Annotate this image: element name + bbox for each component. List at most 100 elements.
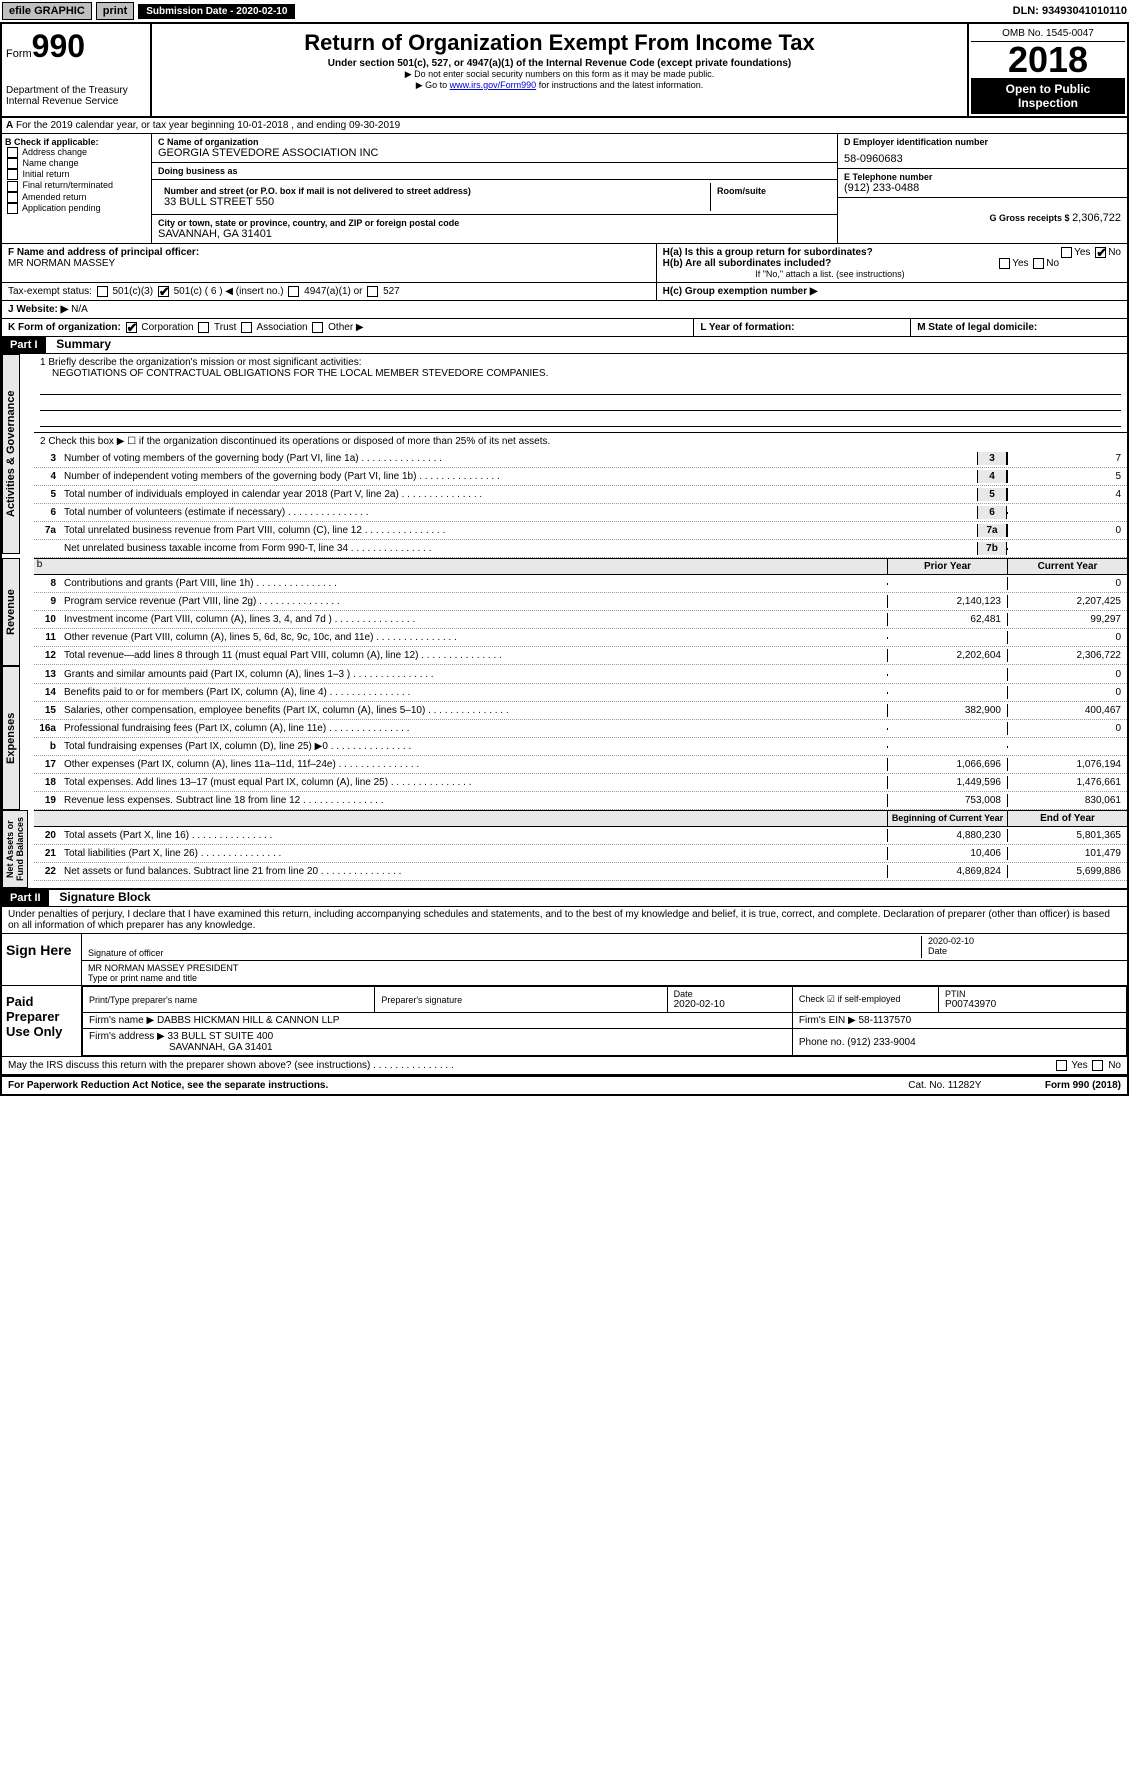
summary-line: 16aProfessional fundraising fees (Part I… [34, 720, 1127, 738]
summary-line: 15Salaries, other compensation, employee… [34, 702, 1127, 720]
irs-label: Internal Revenue Service [6, 96, 146, 107]
beg-year-header: Beginning of Current Year [887, 811, 1007, 826]
vlabel-netassets: Net Assets or Fund Balances [2, 810, 28, 888]
ptin-label: PTIN [945, 989, 1120, 999]
end-year-header: End of Year [1007, 811, 1127, 826]
part2-title: Signature Block [51, 890, 150, 904]
subordinates-label: H(b) Are all subordinates included? Yes … [663, 258, 1121, 269]
sign-here-label: Sign Here [2, 934, 82, 985]
hb-yes-checkbox[interactable] [999, 258, 1010, 269]
summary-line: bTotal fundraising expenses (Part IX, co… [34, 738, 1127, 756]
irs-link[interactable]: www.irs.gov/Form990 [450, 80, 537, 90]
part1-title: Summary [48, 337, 111, 351]
footer-mid: Cat. No. 11282Y [845, 1080, 1045, 1091]
summary-line: 20Total assets (Part X, line 16)4,880,23… [34, 827, 1127, 845]
dept-label: Department of the Treasury [6, 85, 146, 96]
summary-line: 13Grants and similar amounts paid (Part … [34, 666, 1127, 684]
paid-preparer-label: Paid Preparer Use Only [2, 986, 82, 1056]
hb-no-checkbox[interactable] [1033, 258, 1044, 269]
prep-phone-label: Phone no. [799, 1037, 845, 1048]
summary-line: 18Total expenses. Add lines 13–17 (must … [34, 774, 1127, 792]
box-b-checkboxes: B Check if applicable: Address change Na… [2, 134, 152, 243]
prep-sig-label: Preparer's signature [381, 995, 660, 1005]
officer-name-label: Type or print name and title [88, 973, 1121, 983]
4947-checkbox[interactable] [288, 286, 299, 297]
gross-receipts-label: G Gross receipts $ [990, 213, 1070, 223]
assoc-checkbox[interactable] [241, 322, 252, 333]
firm-ein-value: 58-1137570 [859, 1015, 912, 1026]
line1-label: 1 Briefly describe the organization's mi… [40, 357, 1121, 368]
form-note2: ▶ Go to www.irs.gov/Form990 for instruct… [156, 80, 963, 91]
form-number: Form990 [6, 28, 146, 65]
firm-name-value: DABBS HICKMAN HILL & CANNON LLP [157, 1015, 339, 1026]
final-return-checkbox[interactable] [7, 181, 18, 192]
501c-checkbox[interactable] [158, 286, 169, 297]
application-pending-checkbox[interactable] [7, 203, 18, 214]
summary-line: 14Benefits paid to or for members (Part … [34, 684, 1127, 702]
summary-line: 9Program service revenue (Part VIII, lin… [34, 593, 1127, 611]
discuss-yes-checkbox[interactable] [1056, 1060, 1067, 1071]
initial-return-checkbox[interactable] [7, 169, 18, 180]
discuss-text: May the IRS discuss this return with the… [2, 1057, 932, 1074]
current-year-header: Current Year [1007, 559, 1127, 574]
other-checkbox[interactable] [312, 322, 323, 333]
form-subtitle: Under section 501(c), 527, or 4947(a)(1)… [156, 58, 963, 69]
website-row: J Website: ▶ N/A [2, 301, 1127, 318]
summary-line: 8Contributions and grants (Part VIII, li… [34, 575, 1127, 593]
perjury-text: Under penalties of perjury, I declare th… [2, 907, 1127, 934]
firm-name-label: Firm's name ▶ [89, 1015, 154, 1026]
ha-no-checkbox[interactable] [1095, 247, 1106, 258]
summary-line: 10Investment income (Part VIII, column (… [34, 611, 1127, 629]
summary-line: 5Total number of individuals employed in… [34, 486, 1127, 504]
open-public-badge: Open to Public Inspection [971, 78, 1125, 114]
line2-text: 2 Check this box ▶ ☐ if the organization… [34, 433, 1127, 450]
ptin-value: P00743970 [945, 999, 1120, 1010]
527-checkbox[interactable] [367, 286, 378, 297]
form-title: Return of Organization Exempt From Incom… [156, 30, 963, 56]
phone-label: E Telephone number [844, 172, 1121, 182]
phone-value: (912) 233-0488 [844, 182, 1121, 194]
line-a-period: A For the 2019 calendar year, or tax yea… [2, 118, 1127, 134]
subordinates-note: If "No," attach a list. (see instruction… [663, 269, 1121, 279]
dln-label: DLN: 93493041010110 [1013, 5, 1127, 17]
state-domicile-label: M State of legal domicile: [917, 322, 1037, 333]
summary-line: 21Total liabilities (Part X, line 26)10,… [34, 845, 1127, 863]
name-change-checkbox[interactable] [7, 158, 18, 169]
firm-ein-label: Firm's EIN ▶ [799, 1015, 856, 1026]
org-name-value: GEORGIA STEVEDORE ASSOCIATION INC [158, 147, 831, 159]
dba-label: Doing business as [158, 166, 831, 176]
room-label: Room/suite [717, 186, 825, 196]
sig-officer-label: Signature of officer [88, 948, 921, 958]
ein-label: D Employer identification number [844, 137, 1121, 147]
self-employed-label: Check ☑ if self-employed [799, 994, 932, 1005]
summary-line: 22Net assets or fund balances. Subtract … [34, 863, 1127, 881]
discuss-no-checkbox[interactable] [1092, 1060, 1103, 1071]
trust-checkbox[interactable] [198, 322, 209, 333]
line1-value: NEGOTIATIONS OF CONTRACTUAL OBLIGATIONS … [40, 368, 1121, 379]
street-label: Number and street (or P.O. box if mail i… [164, 186, 704, 196]
ha-yes-checkbox[interactable] [1061, 247, 1072, 258]
501c3-checkbox[interactable] [97, 286, 108, 297]
part1-header: Part I [2, 337, 46, 353]
officer-value: MR NORMAN MASSEY [8, 258, 650, 269]
year-formation-label: L Year of formation: [700, 322, 794, 333]
prep-name-label: Print/Type preparer's name [89, 995, 368, 1005]
submission-date: Submission Date - 2020-02-10 [138, 4, 295, 19]
city-label: City or town, state or province, country… [158, 218, 831, 228]
address-change-checkbox[interactable] [7, 147, 18, 158]
group-exemption-label: H(c) Group exemption number ▶ [663, 286, 818, 297]
prep-phone-value: (912) 233-9004 [847, 1037, 915, 1048]
form-org-label: K Form of organization: [8, 322, 121, 333]
officer-label: F Name and address of principal officer: [8, 247, 650, 258]
summary-line: 12Total revenue—add lines 8 through 11 (… [34, 647, 1127, 665]
summary-line: 17Other expenses (Part IX, column (A), l… [34, 756, 1127, 774]
gross-receipts-value: 2,306,722 [1072, 212, 1121, 224]
corp-checkbox[interactable] [126, 322, 137, 333]
firm-addr-label: Firm's address ▶ [89, 1031, 165, 1042]
vlabel-expenses: Expenses [2, 666, 20, 810]
footer-right: Form 990 (2018) [1045, 1080, 1121, 1091]
print-button[interactable]: print [96, 2, 134, 20]
efile-button[interactable]: efile GRAPHIC [2, 2, 92, 20]
tax-exempt-label: Tax-exempt status: [8, 286, 92, 297]
amended-return-checkbox[interactable] [7, 192, 18, 203]
